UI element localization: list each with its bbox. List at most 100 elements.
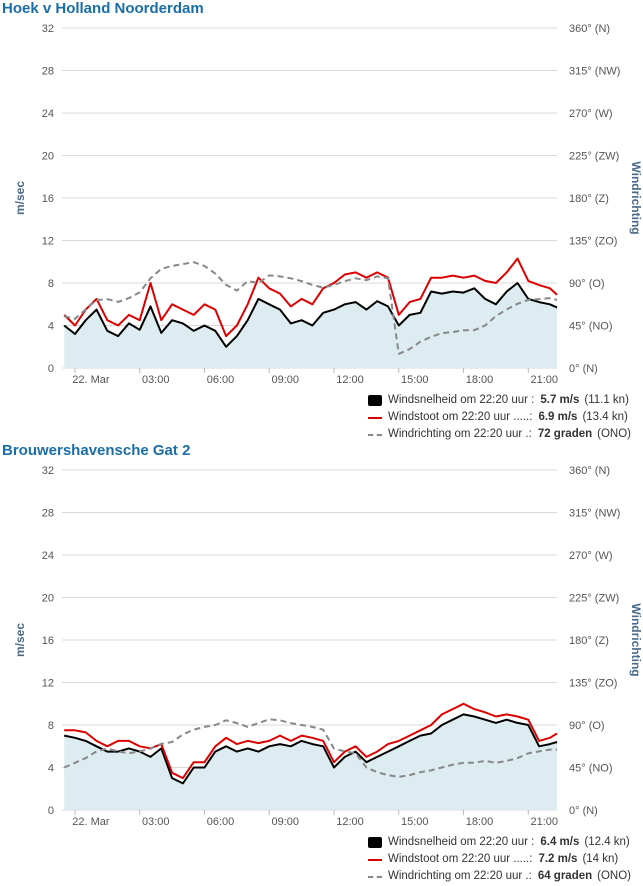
y-tick-label: 28 bbox=[42, 66, 54, 78]
y-tick-label: 16 bbox=[42, 193, 54, 205]
station-panel-hoek-van-holland: Hoek v Holland Noorderdam 0 4 8 12 16 20 24 28 3… bbox=[2, 0, 643, 443]
station-title: Hoek v Holland Noorderdam bbox=[2, 0, 204, 17]
legend-label: Windsnelheid om 22:20 uur : bbox=[387, 394, 535, 406]
x-tick-label: 06:00 bbox=[207, 816, 235, 828]
y2-tick-label: 0° (N) bbox=[569, 805, 598, 817]
windrichting-line bbox=[63, 261, 558, 355]
y-tick-label: 28 bbox=[42, 508, 54, 520]
windsnelheid-area bbox=[64, 714, 557, 810]
y2-tick-label: 225° (ZW) bbox=[569, 151, 619, 163]
station-title: Brouwershavensche Gat 2 bbox=[2, 442, 191, 459]
legend-value: 5.7 m/s bbox=[540, 394, 580, 406]
y-tick-label: 16 bbox=[42, 635, 54, 647]
windsnelheid-line bbox=[63, 282, 558, 348]
y-tick-label: 8 bbox=[48, 720, 54, 732]
legend-label: Windstoot om 22:20 uur .....: bbox=[387, 411, 533, 423]
y2-tick-label: 180° (Z) bbox=[569, 193, 609, 205]
windrichting-swatch-icon bbox=[367, 433, 382, 436]
x-tick-label: 06:00 bbox=[207, 374, 235, 386]
y2-tick-label: 270° (W) bbox=[569, 108, 613, 120]
y-tick-label: 4 bbox=[48, 321, 54, 333]
wind-chart: 0 4 8 12 16 20 24 28 32 0° (N) 45° (NO) 90° (O) 135°… bbox=[13, 465, 643, 828]
chart-legend: Windsnelheid om 22:20 uur : 5.7 m/s (11.… bbox=[367, 392, 631, 443]
y2-tick-label: 180° (Z) bbox=[569, 635, 609, 647]
legend-extra: (12.4 kn) bbox=[584, 836, 630, 848]
legend-extra: (13.4 kn) bbox=[582, 411, 628, 423]
y2-axis-label: Windrichting bbox=[629, 603, 643, 676]
y-tick-label: 20 bbox=[42, 593, 54, 605]
legend-extra: (ONO) bbox=[597, 870, 631, 882]
windrichting-line bbox=[63, 718, 557, 778]
x-tick-label: 18:00 bbox=[466, 816, 494, 828]
wind-chart: 0 4 8 12 16 20 24 28 32 0° (N) 45° (NO) 90° (O) 135°… bbox=[13, 23, 643, 386]
y2-tick-label: 135° (ZO) bbox=[569, 236, 617, 248]
legend-value: 6.4 m/s bbox=[540, 836, 580, 848]
station-panel-brouwershavensche-gat: Brouwershavensche Gat 2 0 4 8 12 16 20 24 28 32 0… bbox=[0, 442, 643, 885]
legend-item-windsnelheid[interactable]: Windsnelheid om 22:20 uur : 5.7 m/s (11.… bbox=[367, 392, 631, 409]
x-tick-label: 22. Mar bbox=[72, 816, 110, 828]
windstoot-line bbox=[63, 257, 558, 338]
legend-label: Windstoot om 22:20 uur .....: bbox=[387, 853, 533, 865]
y-axis-label: m/sec bbox=[13, 181, 27, 215]
windstoot-swatch-icon bbox=[367, 858, 382, 861]
y2-tick-label: 315° (NW) bbox=[569, 508, 620, 520]
x-tick-label: 22. Mar bbox=[72, 374, 110, 386]
y-tick-label: 0 bbox=[48, 363, 54, 375]
windrichting-swatch-icon bbox=[367, 875, 382, 878]
legend-item-windstoot[interactable]: Windstoot om 22:20 uur .....: 7.2 m/s (1… bbox=[367, 851, 631, 868]
x-tick-label: 15:00 bbox=[401, 816, 429, 828]
y-tick-label: 4 bbox=[48, 763, 54, 775]
y2-tick-label: 45° (NO) bbox=[569, 321, 613, 333]
legend-label: Windsnelheid om 22:20 uur : bbox=[387, 836, 535, 848]
y-tick-label: 32 bbox=[42, 465, 54, 477]
legend-item-windrichting[interactable]: Windrichting om 22:20 uur .: 72 graden (… bbox=[367, 426, 631, 443]
legend-value: 7.2 m/s bbox=[538, 853, 578, 865]
x-tick-label: 21:00 bbox=[531, 816, 559, 828]
y2-tick-label: 270° (W) bbox=[569, 550, 613, 562]
y-tick-label: 20 bbox=[42, 151, 54, 163]
windstoot-swatch-icon bbox=[367, 416, 382, 419]
y2-tick-label: 45° (NO) bbox=[569, 763, 613, 775]
x-tick-label: 09:00 bbox=[271, 816, 299, 828]
legend-value: 72 graden bbox=[537, 428, 593, 440]
legend-item-windstoot[interactable]: Windstoot om 22:20 uur .....: 6.9 m/s (1… bbox=[367, 409, 631, 426]
y2-tick-label: 360° (N) bbox=[569, 23, 610, 35]
y2-tick-label: 90° (O) bbox=[569, 720, 605, 732]
legend-extra: (14 kn) bbox=[582, 853, 619, 865]
x-tick-label: 18:00 bbox=[466, 374, 494, 386]
x-tick-label: 21:00 bbox=[531, 374, 559, 386]
legend-extra: (ONO) bbox=[597, 428, 631, 440]
y2-tick-label: 315° (NW) bbox=[569, 66, 620, 78]
y-axis-label: m/sec bbox=[13, 623, 27, 657]
x-tick-label: 09:00 bbox=[271, 374, 299, 386]
y2-tick-label: 135° (ZO) bbox=[569, 678, 617, 690]
x-tick-label: 03:00 bbox=[142, 816, 170, 828]
windsnelheid-line bbox=[64, 713, 558, 785]
windsnelheid-swatch-icon bbox=[367, 837, 382, 848]
legend-value: 6.9 m/s bbox=[538, 411, 578, 423]
y-tick-label: 32 bbox=[42, 23, 54, 35]
y2-tick-label: 360° (N) bbox=[569, 465, 610, 477]
y2-axis-label: Windrichting bbox=[629, 161, 643, 234]
x-tick-label: 12:00 bbox=[336, 816, 364, 828]
legend-label: Windrichting om 22:20 uur .: bbox=[387, 870, 532, 882]
y2-tick-label: 90° (O) bbox=[569, 278, 605, 290]
y-tick-label: 0 bbox=[48, 805, 54, 817]
legend-label: Windrichting om 22:20 uur .: bbox=[387, 428, 532, 440]
legend-item-windsnelheid[interactable]: Windsnelheid om 22:20 uur : 6.4 m/s (12.… bbox=[367, 834, 631, 851]
x-tick-label: 03:00 bbox=[142, 374, 170, 386]
x-tick-label: 15:00 bbox=[401, 374, 429, 386]
legend-extra: (11.1 kn) bbox=[584, 394, 629, 406]
y-tick-label: 12 bbox=[42, 236, 54, 248]
y2-tick-label: 225° (ZW) bbox=[569, 593, 619, 605]
y-tick-label: 12 bbox=[42, 678, 54, 690]
y-tick-label: 8 bbox=[48, 278, 54, 290]
chart-legend: Windsnelheid om 22:20 uur : 6.4 m/s (12.… bbox=[367, 834, 631, 885]
legend-value: 64 graden bbox=[537, 870, 593, 882]
x-tick-label: 12:00 bbox=[336, 374, 364, 386]
windstoot-line bbox=[64, 702, 558, 780]
windsnelheid-swatch-icon bbox=[367, 395, 382, 406]
legend-item-windrichting[interactable]: Windrichting om 22:20 uur .: 64 graden (… bbox=[367, 868, 631, 885]
y-tick-label: 24 bbox=[42, 550, 54, 562]
y-tick-label: 24 bbox=[42, 108, 54, 120]
